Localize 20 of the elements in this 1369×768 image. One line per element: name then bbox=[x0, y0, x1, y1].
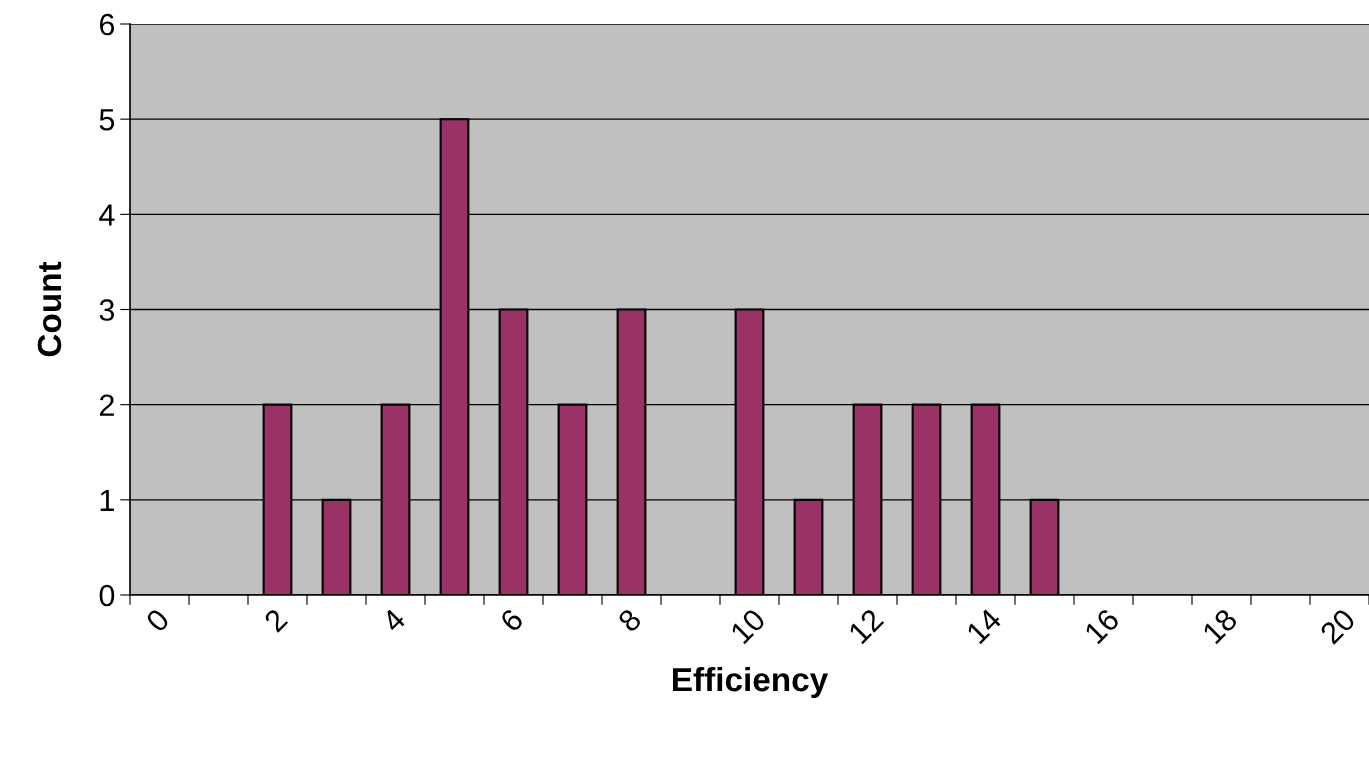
y-axis-title: Count bbox=[37, 261, 62, 357]
x-tick-label: 18 bbox=[1201, 607, 1239, 645]
x-tick-label: 6 bbox=[499, 607, 525, 633]
x-axis-title: Efficiency bbox=[673, 666, 829, 699]
x-tick-label: 14 bbox=[965, 607, 1003, 645]
x-tick-label: 2 bbox=[263, 607, 289, 633]
x-tick-label: 12 bbox=[847, 607, 885, 645]
x-tick-label: 4 bbox=[380, 607, 407, 634]
x-tick-label: 20 bbox=[1319, 607, 1357, 645]
y-tick-label: 0 bbox=[99, 584, 115, 607]
x-tick-label: 0 bbox=[144, 607, 171, 634]
x-tick-label: 16 bbox=[1083, 607, 1121, 645]
y-tick-label: 4 bbox=[99, 204, 115, 226]
x-tick-label: 10 bbox=[729, 607, 767, 645]
y-tick-label: 6 bbox=[99, 13, 115, 36]
y-tick-label: 1 bbox=[100, 489, 114, 511]
y-tick-label: 3 bbox=[99, 299, 115, 321]
x-tick-label: 8 bbox=[616, 607, 643, 634]
y-tick-label: 2 bbox=[99, 394, 114, 416]
y-tick-label: 5 bbox=[99, 109, 115, 131]
